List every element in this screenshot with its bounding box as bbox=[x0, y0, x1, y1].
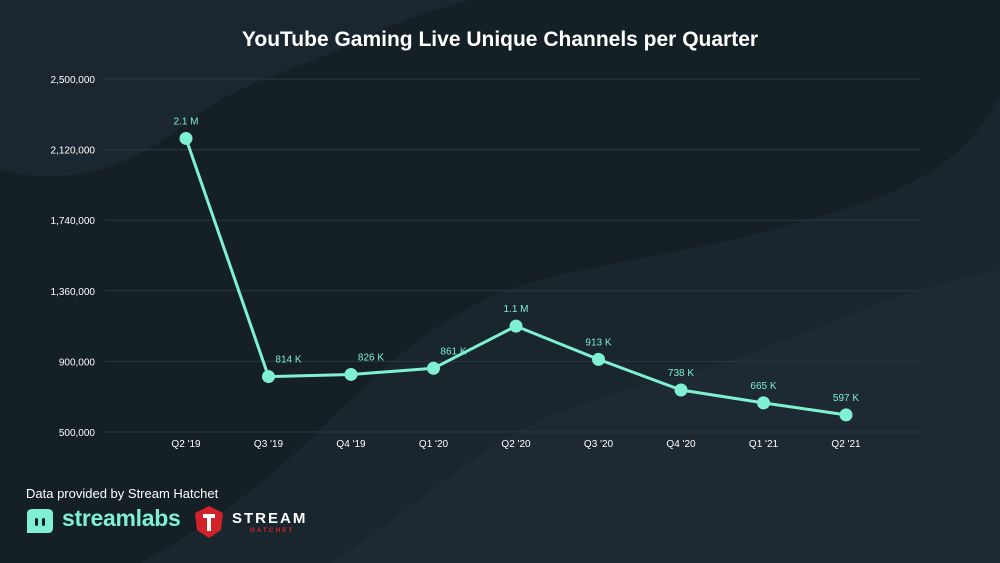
x-tick-label: Q2 '19 bbox=[171, 439, 201, 450]
y-tick-label: 1,360,000 bbox=[51, 287, 96, 298]
data-point bbox=[344, 367, 358, 381]
stream-hatchet-logo-icon bbox=[195, 506, 223, 538]
y-axis: 500,000 900,000 1,360,000 1,740,000 2,120,00… bbox=[51, 75, 96, 439]
data-label: 2.1 M bbox=[173, 116, 198, 127]
data-point bbox=[509, 319, 523, 333]
x-tick-label: Q2 '20 bbox=[501, 439, 531, 450]
x-axis: Q2 '19 Q3 '19 Q4 '19 Q1 '20 Q2 '20 Q3 '20 Q4 '… bbox=[171, 439, 861, 450]
stream-hatchet-wordmark: STREAM bbox=[232, 510, 308, 527]
x-tick-label: Q3 '20 bbox=[584, 439, 614, 450]
data-point bbox=[262, 370, 275, 384]
y-tick-label: 2,120,000 bbox=[51, 146, 96, 157]
x-tick-label: Q2 '21 bbox=[831, 439, 861, 450]
x-tick-label: Q4 '19 bbox=[336, 439, 366, 450]
data-label: 814 K bbox=[275, 355, 301, 366]
y-tick-label: 1,740,000 bbox=[51, 216, 96, 227]
y-tick-label: 500,000 bbox=[59, 428, 96, 439]
series-line bbox=[184, 138, 847, 417]
data-label: 597 K bbox=[833, 393, 859, 404]
streamlabs-logo-icon bbox=[27, 509, 53, 533]
data-point bbox=[674, 383, 688, 397]
y-tick-label: 2,500,000 bbox=[51, 75, 96, 86]
data-credit: Data provided by Stream Hatchet bbox=[26, 486, 219, 501]
y-tick-label: 900,000 bbox=[59, 357, 96, 368]
x-tick-label: Q4 '20 bbox=[666, 439, 696, 450]
data-points bbox=[179, 131, 853, 422]
stream-hatchet-subtext: HATCHET bbox=[250, 527, 295, 534]
data-point bbox=[427, 361, 440, 375]
data-point bbox=[179, 131, 193, 145]
chart-title: YouTube Gaming Live Unique Channels per … bbox=[241, 28, 759, 51]
x-tick-label: Q3 '19 bbox=[254, 439, 284, 450]
data-point bbox=[757, 396, 770, 410]
streamlabs-wordmark: streamlabs bbox=[62, 505, 181, 531]
data-point bbox=[839, 408, 853, 422]
x-tick-label: Q1 '20 bbox=[419, 439, 449, 450]
data-label: 1.1 M bbox=[503, 304, 528, 315]
data-label: 665 K bbox=[750, 381, 776, 392]
data-labels: 2.1 M 814 K 826 K 861 K 1.1 M 913 K 738 K 665 K… bbox=[173, 116, 859, 403]
data-label: 738 K bbox=[668, 368, 694, 379]
data-label: 861 K bbox=[440, 346, 466, 357]
data-label: 826 K bbox=[358, 352, 384, 363]
x-tick-label: Q1 '21 bbox=[749, 439, 779, 450]
grid-lines bbox=[105, 78, 920, 433]
data-point bbox=[592, 352, 605, 366]
data-label: 913 K bbox=[585, 337, 611, 348]
